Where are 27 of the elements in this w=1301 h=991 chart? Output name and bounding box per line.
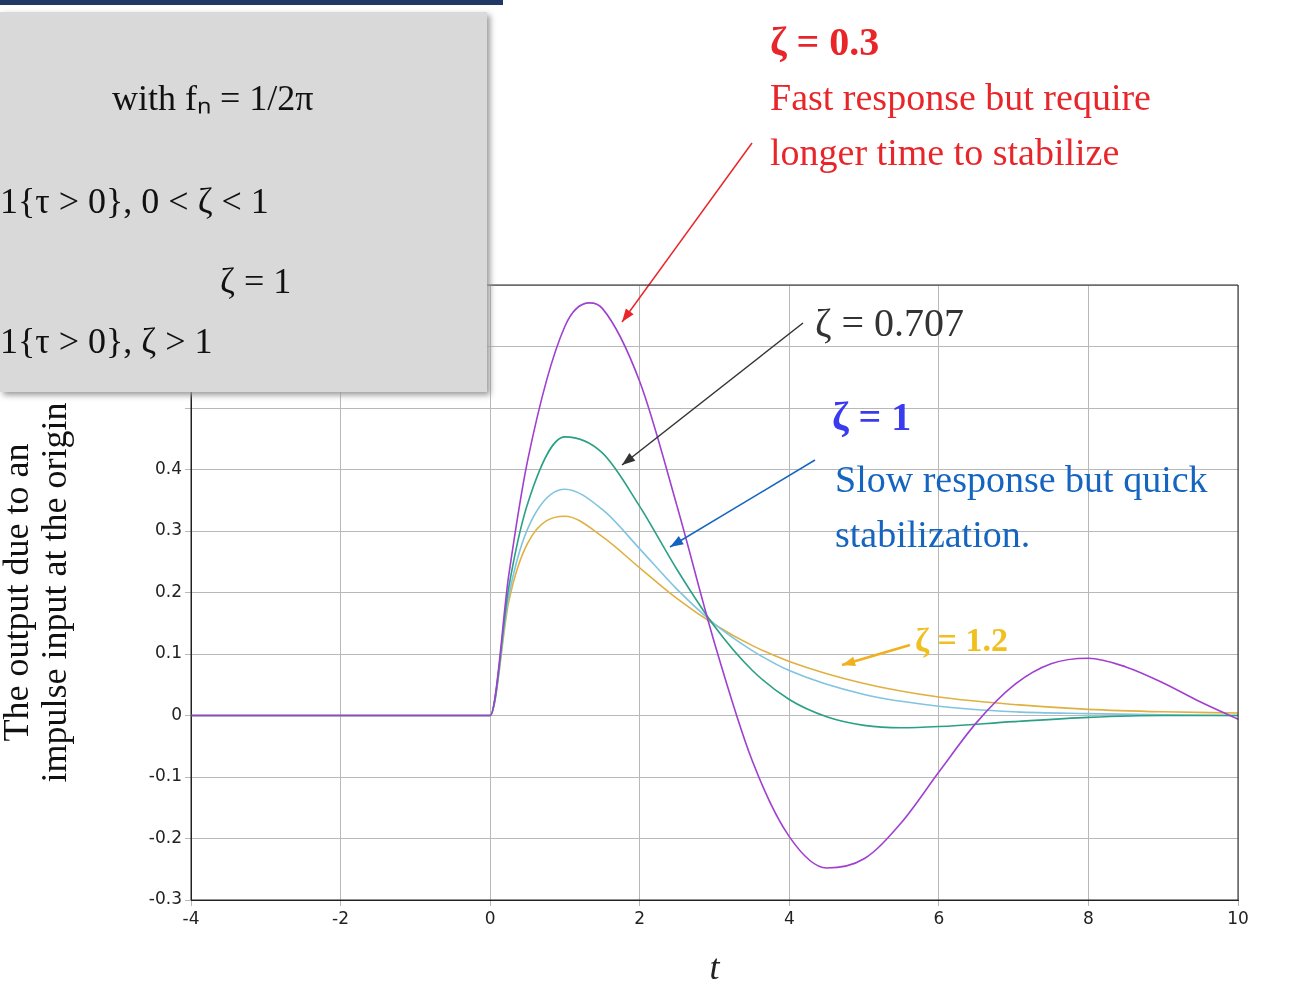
y-tick-label: 0.3 — [154, 519, 182, 540]
text: Fast response but require longer time to stabilize — [770, 75, 1151, 173]
x-tick-label: 4 — [783, 907, 795, 928]
x-tick-label: 2 — [634, 907, 646, 928]
y-tick-label: 0 — [171, 703, 182, 724]
y-axis-title: The output due to an impulse input at the origin — [0, 402, 75, 783]
x-tick-label: 10 — [1227, 907, 1249, 928]
y-tick-label: -0.2 — [148, 826, 182, 847]
x-axis-title: t — [709, 946, 721, 987]
annotation: ζ = 1 — [832, 394, 912, 440]
x-tick-label: -4 — [182, 907, 200, 928]
x-tick-label: 0 — [484, 907, 496, 928]
x-tick-label: -2 — [332, 907, 350, 928]
annotation: Slow response but quick stabilization. — [835, 457, 1208, 555]
y-tick-label: 0.2 — [154, 580, 182, 601]
y-tick-label: 0.4 — [154, 457, 182, 478]
text: ζ = 0.3 — [770, 19, 880, 65]
annotation: ζ = 1 — [220, 260, 292, 302]
y-tick-label: 0.1 — [154, 642, 182, 663]
x-tick-label: 6 — [933, 907, 945, 928]
x-tick-label: 8 — [1083, 907, 1094, 928]
equation-panel: with fₙ = 1/2π 1{τ > 0}, 0 < ζ < 1 ζ = 1 1{τ > 0}, ζ > 1 — [0, 12, 487, 392]
y-tick-label: -0.1 — [148, 765, 182, 786]
annotation: 1{τ > 0}, ζ > 1 — [0, 320, 213, 362]
annotation: ζ = 1.2 — [915, 620, 1008, 658]
annotation: ζ = 0.707 — [815, 299, 965, 345]
y-tick-label: -0.3 — [148, 888, 182, 909]
